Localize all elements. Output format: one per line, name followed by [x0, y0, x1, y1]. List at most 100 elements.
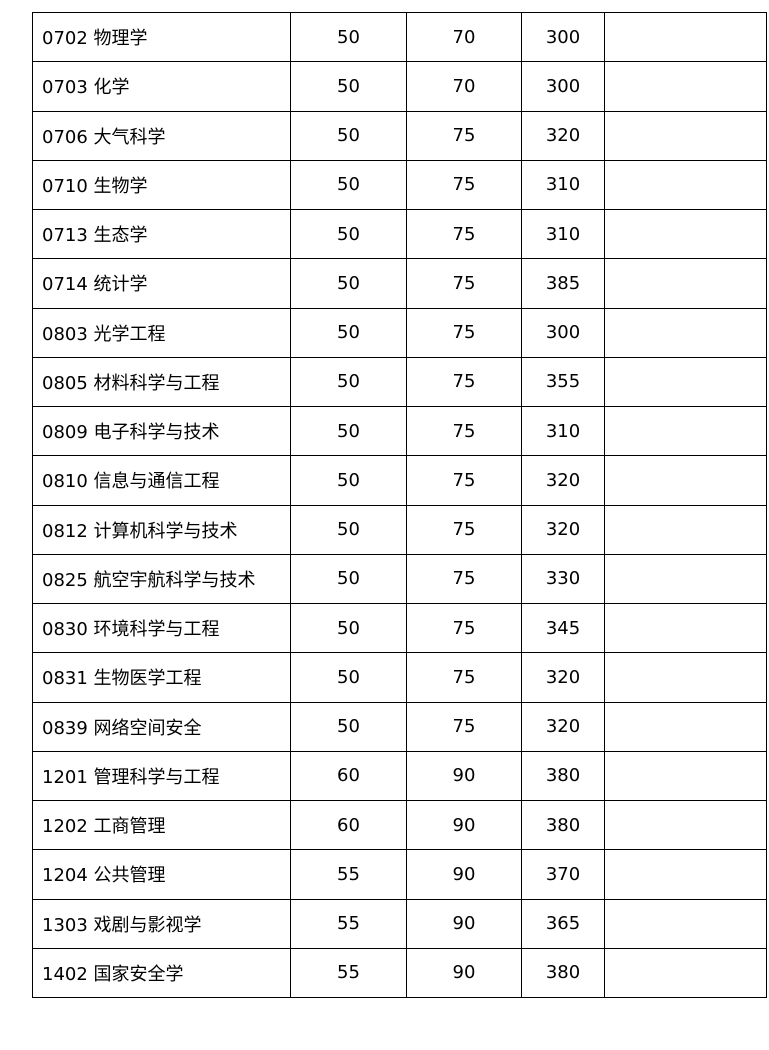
score-a-cell: 50: [290, 159, 407, 211]
score-a-cell: 60: [290, 750, 407, 802]
note-cell: [604, 799, 767, 851]
total-score-cell: 380: [521, 947, 605, 999]
total-score-cell: 320: [521, 455, 605, 506]
total-score-cell: 365: [521, 898, 605, 949]
table-row: 0839 网络空间安全 50 75 320: [32, 701, 767, 752]
score-a-cell: 50: [290, 504, 407, 555]
total-score-cell: 385: [521, 258, 605, 309]
table-row: 1202 工商管理 60 90 380: [32, 799, 767, 851]
table-row: 1201 管理科学与工程 60 90 380: [32, 750, 767, 802]
subject-cell: 0702 物理学: [32, 11, 291, 63]
note-cell: [604, 553, 767, 605]
score-b-cell: 75: [406, 455, 522, 506]
total-score-cell: 380: [521, 750, 605, 802]
subject-cell: 0703 化学: [32, 61, 291, 112]
score-b-cell: 75: [406, 602, 522, 654]
total-score-cell: 310: [521, 405, 605, 457]
score-b-cell: 75: [406, 208, 522, 260]
subject-cell: 0810 信息与通信工程: [32, 455, 291, 506]
score-a-cell: 50: [290, 61, 407, 112]
note-cell: [604, 159, 767, 211]
total-score-cell: 320: [521, 701, 605, 752]
table-row: 0831 生物医学工程 50 75 320: [32, 652, 767, 703]
subject-cell: 1303 戏剧与影视学: [32, 898, 291, 949]
note-cell: [604, 504, 767, 555]
score-b-cell: 90: [406, 947, 522, 999]
subject-cell: 0714 统计学: [32, 258, 291, 309]
note-cell: [604, 208, 767, 260]
total-score-cell: 300: [521, 307, 605, 358]
note-cell: [604, 61, 767, 112]
table-body: 0702 物理学 50 70 300 0703 化学 50 70 300 0706 大气科学 50…: [32, 11, 767, 999]
subject-cell: 0710 生物学: [32, 159, 291, 211]
table-row: 1303 戏剧与影视学 55 90 365: [32, 898, 767, 949]
score-a-cell: 50: [290, 405, 407, 457]
table-row: 1402 国家安全学 55 90 380: [32, 947, 767, 999]
subject-cell: 1202 工商管理: [32, 799, 291, 851]
score-a-cell: 50: [290, 208, 407, 260]
score-b-cell: 90: [406, 799, 522, 851]
subject-cell: 0809 电子科学与技术: [32, 405, 291, 457]
table-row: 0810 信息与通信工程 50 75 320: [32, 455, 767, 506]
score-b-cell: 90: [406, 898, 522, 949]
subject-cell: 1201 管理科学与工程: [32, 750, 291, 802]
note-cell: [604, 602, 767, 654]
score-b-cell: 75: [406, 110, 522, 161]
score-a-cell: 50: [290, 258, 407, 309]
total-score-cell: 320: [521, 504, 605, 555]
score-b-cell: 90: [406, 849, 522, 900]
score-b-cell: 75: [406, 405, 522, 457]
subject-cell: 0805 材料科学与工程: [32, 356, 291, 408]
score-b-cell: 75: [406, 701, 522, 752]
score-b-cell: 75: [406, 159, 522, 211]
subject-cell: 0713 生态学: [32, 208, 291, 260]
subject-cell: 0803 光学工程: [32, 307, 291, 358]
table-row: 0713 生态学 50 75 310: [32, 208, 767, 260]
score-b-cell: 70: [406, 11, 522, 63]
note-cell: [604, 11, 767, 63]
score-a-cell: 50: [290, 602, 407, 654]
note-cell: [604, 750, 767, 802]
table-row: 0805 材料科学与工程 50 75 355: [32, 356, 767, 408]
table-row: 0803 光学工程 50 75 300: [32, 307, 767, 358]
total-score-cell: 355: [521, 356, 605, 408]
note-cell: [604, 405, 767, 457]
score-b-cell: 75: [406, 356, 522, 408]
total-score-cell: 310: [521, 208, 605, 260]
table-row: 0714 统计学 50 75 385: [32, 258, 767, 309]
note-cell: [604, 898, 767, 949]
score-a-cell: 50: [290, 307, 407, 358]
total-score-cell: 380: [521, 799, 605, 851]
score-a-cell: 55: [290, 947, 407, 999]
score-a-cell: 50: [290, 455, 407, 506]
score-b-cell: 75: [406, 258, 522, 309]
note-cell: [604, 110, 767, 161]
table-row: 0702 物理学 50 70 300: [32, 11, 767, 63]
total-score-cell: 320: [521, 652, 605, 703]
score-b-cell: 75: [406, 504, 522, 555]
note-cell: [604, 307, 767, 358]
score-a-cell: 50: [290, 110, 407, 161]
note-cell: [604, 652, 767, 703]
note-cell: [604, 258, 767, 309]
subject-cell: 0839 网络空间安全: [32, 701, 291, 752]
score-a-cell: 50: [290, 553, 407, 605]
score-table: 0702 物理学 50 70 300 0703 化学 50 70 300 0706 大气科学 50…: [32, 11, 767, 999]
note-cell: [604, 947, 767, 999]
score-b-cell: 75: [406, 553, 522, 605]
total-score-cell: 320: [521, 110, 605, 161]
subject-cell: 0831 生物医学工程: [32, 652, 291, 703]
total-score-cell: 330: [521, 553, 605, 605]
subject-cell: 0812 计算机科学与技术: [32, 504, 291, 555]
score-b-cell: 75: [406, 652, 522, 703]
total-score-cell: 300: [521, 11, 605, 63]
subject-cell: 0825 航空宇航科学与技术: [32, 553, 291, 605]
total-score-cell: 345: [521, 602, 605, 654]
score-a-cell: 55: [290, 898, 407, 949]
table-row: 0809 电子科学与技术 50 75 310: [32, 405, 767, 457]
score-a-cell: 55: [290, 849, 407, 900]
note-cell: [604, 849, 767, 900]
subject-cell: 0706 大气科学: [32, 110, 291, 161]
table-row: 0710 生物学 50 75 310: [32, 159, 767, 211]
table-row: 0703 化学 50 70 300: [32, 61, 767, 112]
